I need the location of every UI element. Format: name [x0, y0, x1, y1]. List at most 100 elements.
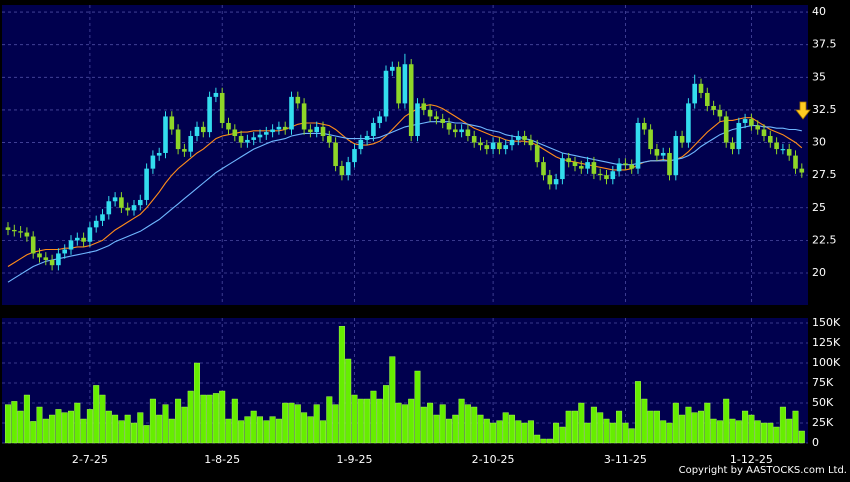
candle-body [37, 253, 42, 258]
y-tick-label: 25 [812, 201, 826, 214]
volume-bar [200, 394, 207, 444]
candle-body [516, 136, 521, 140]
candle-body [654, 149, 660, 156]
volume-bar [257, 416, 264, 444]
candle-body [345, 162, 351, 176]
candle-body [402, 64, 408, 104]
candle-body [219, 92, 225, 123]
volume-bar [389, 356, 396, 444]
candle-body [705, 92, 710, 107]
candle-body [194, 126, 200, 137]
candle-body [446, 122, 452, 130]
candle-body [415, 103, 420, 137]
copyright: Copyright by AASTOCKS.com Ltd. [679, 465, 847, 476]
volume-bar [584, 422, 591, 444]
volume-bar [4, 404, 11, 444]
candle-body [301, 103, 307, 130]
candle-body [667, 152, 672, 176]
candle-body [282, 126, 288, 130]
volume-bar [534, 434, 541, 444]
volume-bar [735, 420, 742, 444]
volume-bar [616, 410, 623, 444]
x-tick-label: 2-7-25 [72, 453, 108, 466]
candle-body [264, 132, 269, 135]
candle-body [755, 125, 760, 130]
volume-bar [679, 414, 686, 444]
y-tick-label: 32.5 [812, 103, 837, 116]
candle-body [648, 129, 653, 150]
candle-body [314, 126, 319, 133]
candle-body [579, 166, 584, 169]
volume-bar [93, 385, 100, 444]
candle-body [43, 257, 49, 260]
volume-bar [427, 402, 434, 444]
y-tick-label: 27.5 [812, 168, 837, 181]
volume-bar [80, 418, 87, 444]
candle-body [169, 116, 175, 130]
volume-bar [490, 422, 497, 444]
candle-body [295, 96, 301, 104]
candle-body [131, 205, 137, 211]
candle-body [768, 136, 773, 143]
candle-body [484, 145, 490, 150]
volume-bar [408, 398, 415, 444]
candle-body [591, 162, 597, 174]
volume-bar [244, 416, 251, 444]
arrow-icon [795, 101, 811, 120]
candle-body [156, 152, 162, 156]
candle-body [213, 92, 219, 97]
volume-bar [660, 420, 667, 444]
candle-body [232, 129, 238, 137]
volume-bar [187, 390, 194, 444]
candle-body [692, 83, 697, 104]
volume-bar [86, 409, 93, 444]
volume-bar [452, 414, 459, 444]
volume-bar [42, 418, 49, 444]
candle-body [560, 158, 565, 180]
volume-bar [370, 390, 377, 444]
volume-bar [130, 422, 137, 444]
volume-bar [622, 422, 629, 444]
volume-bar [338, 326, 345, 444]
candle-body [251, 137, 256, 140]
candle-body [226, 122, 231, 130]
volume-bar [23, 394, 30, 444]
volume-bar [553, 422, 560, 444]
candle-body [138, 199, 143, 206]
volume-bar [231, 398, 238, 444]
candle-body [459, 129, 464, 133]
x-tick-label: 3-11-25 [604, 453, 647, 466]
candle-body [522, 136, 527, 140]
candle-body [616, 163, 622, 172]
volume-bar [433, 414, 440, 444]
volume-bar [729, 418, 736, 444]
candle-body [679, 136, 685, 143]
candle-body [686, 103, 691, 143]
volume-bar [112, 414, 119, 444]
volume-bar [502, 412, 509, 444]
volume-bar [565, 410, 572, 444]
candle-body [339, 166, 345, 176]
candle-body [49, 259, 55, 266]
volume-bar [710, 418, 717, 444]
candle-body [572, 162, 578, 167]
candle-body [566, 158, 571, 163]
volume-bar [540, 438, 547, 444]
volume-bar [685, 406, 692, 444]
candle-body [629, 164, 634, 169]
candle-body [490, 142, 496, 150]
candle-body [427, 109, 433, 117]
x-tick-label: 1-9-25 [337, 453, 373, 466]
volume-bar [376, 398, 383, 444]
volume-bar [641, 398, 648, 444]
volume-bar [105, 410, 112, 444]
candle-body [106, 201, 112, 215]
candle-body [421, 103, 427, 110]
volume-bar [263, 420, 270, 444]
candle-body [352, 149, 357, 163]
volume-bar [767, 422, 774, 444]
volume-bar [609, 422, 616, 444]
candle-body [528, 139, 534, 146]
candle-body [635, 122, 641, 169]
candle-body [471, 136, 477, 143]
